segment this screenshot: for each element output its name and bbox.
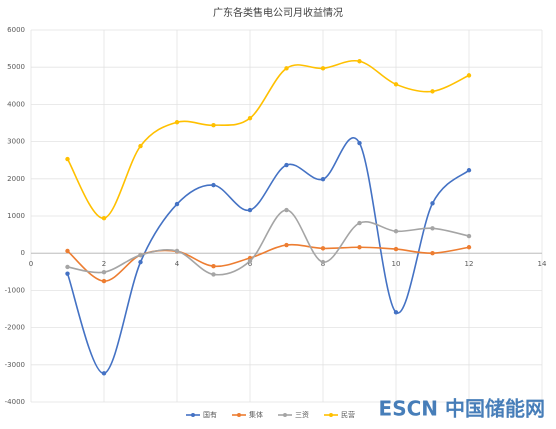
data-point	[466, 245, 472, 250]
data-point	[393, 82, 399, 87]
y-tick-label: 5000	[7, 63, 25, 71]
data-point	[174, 120, 180, 125]
legend-marker	[237, 413, 241, 417]
x-tick-label: 6	[248, 260, 253, 268]
data-point	[138, 252, 143, 258]
data-point	[138, 143, 143, 149]
data-point	[65, 271, 70, 276]
data-point	[430, 89, 435, 94]
y-tick-label: -2000	[5, 324, 25, 332]
x-tick-label: 10	[392, 260, 401, 268]
data-point	[320, 176, 326, 182]
data-point	[174, 201, 180, 207]
data-point	[393, 246, 399, 252]
data-point	[466, 168, 472, 173]
legend-marker	[329, 413, 333, 417]
series-line	[66, 59, 470, 220]
y-tick-label: 0	[21, 249, 25, 257]
data-point	[284, 207, 289, 213]
legend-label: 国有	[203, 410, 217, 419]
data-point	[466, 233, 472, 239]
data-point	[65, 156, 70, 162]
legend-marker	[191, 413, 195, 417]
legend-label: 民营	[341, 410, 355, 419]
data-point	[101, 278, 107, 284]
data-point	[357, 220, 362, 226]
y-tick-label: 2000	[7, 175, 25, 183]
watermark: ESCN 中国储能网	[379, 397, 545, 421]
data-point	[393, 310, 399, 315]
data-point	[138, 259, 143, 265]
data-point	[65, 264, 70, 270]
data-point	[357, 245, 362, 250]
data-point	[466, 73, 472, 78]
data-point	[101, 269, 107, 275]
legend-marker	[283, 413, 287, 417]
data-point	[101, 216, 107, 221]
x-tick-label: 2	[102, 260, 106, 268]
x-tick-label: 0	[29, 260, 33, 268]
data-point	[211, 264, 216, 269]
data-point	[430, 251, 435, 256]
legend-label: 三资	[295, 410, 309, 419]
chart-title: 广东各类售电公司月收益情况	[213, 6, 343, 19]
y-tick-label: 1000	[7, 212, 25, 220]
data-point	[284, 242, 289, 248]
y-tick-label: -3000	[5, 361, 25, 369]
data-point	[357, 59, 362, 64]
data-point	[430, 201, 435, 206]
data-point	[284, 162, 289, 168]
data-point	[320, 66, 326, 71]
data-point	[211, 272, 216, 277]
x-tick-label: 14	[538, 260, 547, 268]
data-point	[320, 246, 326, 251]
data-point	[101, 371, 107, 376]
data-point	[211, 182, 216, 188]
x-tick-label: 12	[465, 260, 474, 268]
data-point	[247, 207, 253, 213]
data-point	[65, 248, 70, 254]
y-tick-label: 3000	[7, 138, 25, 146]
y-tick-label: 6000	[7, 26, 25, 34]
data-point	[247, 115, 253, 121]
data-point	[211, 123, 216, 128]
data-point	[393, 229, 399, 234]
data-point	[174, 248, 180, 254]
legend-label: 集体	[249, 410, 263, 419]
y-tick-label: -4000	[5, 398, 25, 406]
series-line	[66, 243, 470, 282]
data-point	[430, 226, 435, 231]
data-point	[320, 259, 326, 265]
series-line	[66, 137, 470, 375]
y-tick-label: -1000	[5, 286, 25, 294]
data-point	[357, 140, 362, 146]
x-tick-label: 4	[175, 260, 180, 268]
y-tick-label: 4000	[7, 100, 25, 108]
data-point	[247, 258, 253, 264]
data-point	[284, 66, 289, 71]
